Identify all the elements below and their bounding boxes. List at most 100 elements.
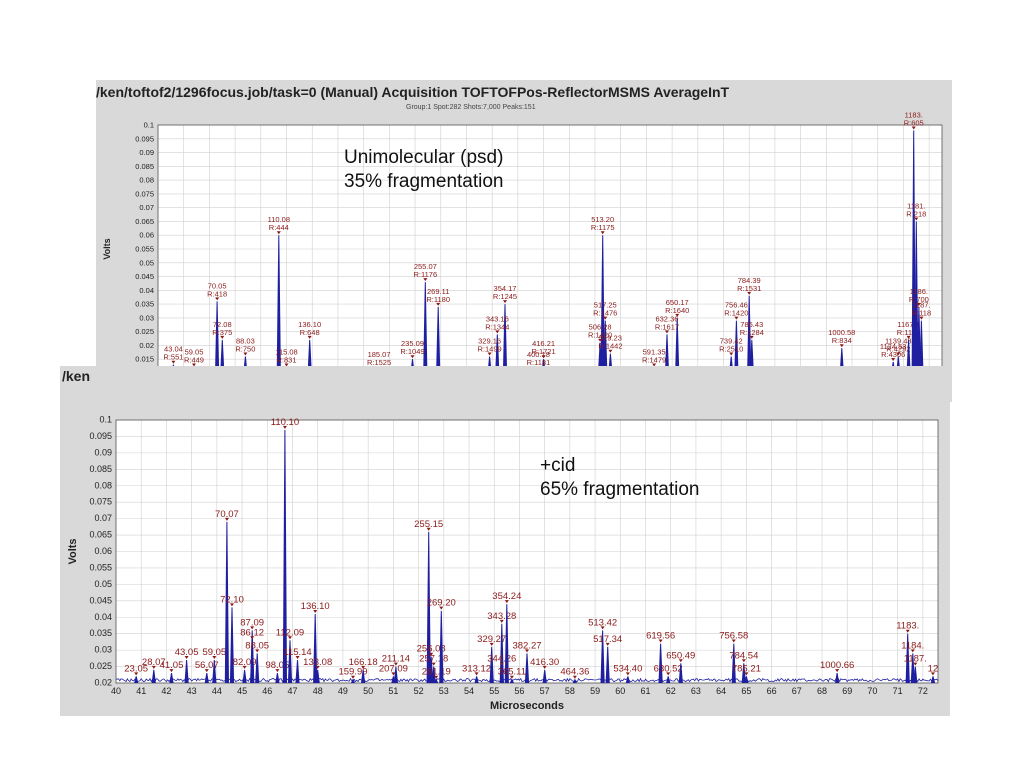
peak-label: 112.09 <box>276 627 304 638</box>
peak-label: 41.05 <box>160 660 184 671</box>
peak-label: R:750 <box>235 344 255 353</box>
peak-marker <box>906 335 911 339</box>
peak <box>434 678 439 684</box>
x-tick-label: 58 <box>565 686 575 696</box>
x-tick-label: 50 <box>363 686 373 696</box>
peak-marker <box>423 278 428 282</box>
peak <box>600 630 605 684</box>
peak-label: 1186. <box>910 287 928 296</box>
peak-marker <box>151 665 156 669</box>
peak <box>295 659 300 684</box>
peak-label: R:648 <box>300 328 320 337</box>
peak-label: R:1640 <box>665 306 689 315</box>
peak-label: 133.08 <box>303 657 332 668</box>
peak-marker <box>835 669 840 673</box>
y-tick-label: 0.03 <box>139 313 154 322</box>
peak-marker <box>839 344 844 348</box>
peak <box>598 342 603 374</box>
peak-label: 619.56 <box>646 631 675 642</box>
x-tick-label: 42 <box>161 686 171 696</box>
peak-label: 354.24 <box>492 591 521 602</box>
peak-marker <box>436 302 441 306</box>
peak-label: R:1442 <box>598 342 622 351</box>
y-tick-label: 0.08 <box>94 480 112 490</box>
peak-marker <box>275 669 280 673</box>
y-tick-label: 0.035 <box>135 300 154 309</box>
peak-label: 12 <box>928 663 939 674</box>
peak-marker <box>215 297 220 301</box>
peak-marker <box>434 675 439 679</box>
y-tick-label: 0.085 <box>135 162 154 171</box>
peak-marker <box>171 360 176 364</box>
peak <box>229 607 235 684</box>
spectrum-panel-top: /ken/toftof2/1296focus.job/task=0 (Manua… <box>96 80 952 402</box>
y-tick-label: 0.03 <box>94 645 112 655</box>
peak-marker <box>487 352 492 356</box>
peak-label: R:218 <box>906 209 926 218</box>
peak-marker <box>525 649 529 653</box>
x-tick-label: 41 <box>136 686 146 696</box>
peak <box>678 663 683 684</box>
peak-label: 650.49 <box>666 650 695 661</box>
peak-label: 343.16 <box>486 314 509 323</box>
peak-marker <box>499 619 504 623</box>
peak-label: 136.10 <box>301 601 330 612</box>
peak-marker <box>307 335 312 339</box>
peak-marker <box>652 363 657 367</box>
peak-marker <box>287 636 292 640</box>
y-tick-label: 0.055 <box>135 245 154 254</box>
peak <box>134 676 139 684</box>
peak-label: 98.05 <box>265 660 289 671</box>
peak-label: 82.09 <box>233 657 257 668</box>
peak-label: R:375 <box>212 328 232 337</box>
peak-label: 88.03 <box>236 336 255 345</box>
peak-marker <box>572 675 577 679</box>
peak-marker <box>391 672 396 676</box>
peak-marker <box>393 662 398 666</box>
peak-marker <box>744 672 749 676</box>
peak <box>393 666 398 684</box>
y-tick-label: 0.075 <box>135 189 154 198</box>
x-tick-label: 62 <box>666 686 676 696</box>
peak <box>184 659 189 684</box>
y-axis-label: Volts <box>102 238 112 259</box>
y-tick-label: 0.045 <box>135 272 154 281</box>
peak-label: 136.10 <box>298 320 321 329</box>
peak-label: 23.05 <box>124 663 148 674</box>
acquisition-subtitle: Group:1 Spot:282 Shots:7,000 Peaks:151 <box>406 104 536 111</box>
peak <box>572 678 577 684</box>
peak-label: R:1617 <box>655 322 679 331</box>
peak-label: 416.21 <box>532 339 555 348</box>
peak-label: 756.58 <box>719 631 748 642</box>
psd-annotation-line2: 35% fragmentation <box>344 171 504 192</box>
peak-label: 43.04 <box>164 345 183 354</box>
peak <box>431 666 436 684</box>
x-tick-label: 71 <box>893 686 903 696</box>
peak-label: 261.19 <box>422 667 451 678</box>
x-tick-label: 40 <box>111 686 121 696</box>
peak-label: 28.07 <box>142 657 166 668</box>
peak-label: R:1176 <box>414 270 438 279</box>
peak <box>212 659 217 684</box>
peak <box>625 676 630 684</box>
peak-label: 56.07 <box>195 660 219 671</box>
peak-marker <box>229 603 234 607</box>
peak-label: 110.10 <box>271 417 299 428</box>
peak-marker <box>351 675 356 679</box>
peak-marker <box>731 639 736 643</box>
peak-marker <box>916 302 921 306</box>
y-tick-label: 0.1 <box>99 415 112 425</box>
x-tick-label: 49 <box>338 686 348 696</box>
peak <box>489 646 494 684</box>
peak-label: 517.25 <box>594 301 617 310</box>
peak-marker <box>191 363 196 367</box>
peak-marker <box>605 642 610 646</box>
peak-label: 1183. <box>905 111 923 120</box>
x-tick-label: 67 <box>792 686 802 696</box>
peak-label: 72.10 <box>220 594 244 605</box>
peak-marker <box>242 665 247 669</box>
peak-marker <box>250 636 255 640</box>
peak-marker <box>930 672 935 676</box>
peak <box>429 656 434 684</box>
peak-label: 1167.1 <box>897 320 919 329</box>
